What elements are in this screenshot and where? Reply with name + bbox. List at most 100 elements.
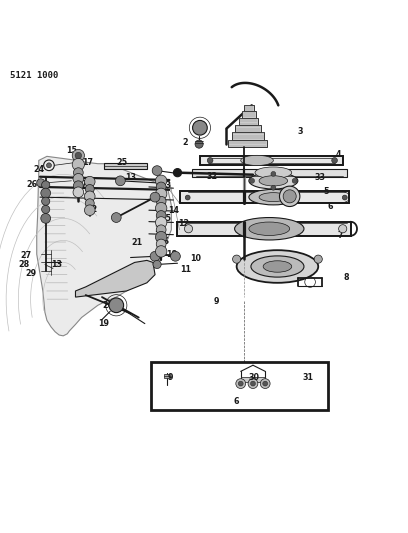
Polygon shape <box>200 156 343 165</box>
Text: 16: 16 <box>159 237 169 246</box>
Circle shape <box>115 176 125 185</box>
Polygon shape <box>177 222 351 236</box>
Text: 24: 24 <box>33 165 44 174</box>
Text: 28: 28 <box>18 260 29 269</box>
Text: 12: 12 <box>178 219 189 228</box>
Circle shape <box>207 158 213 163</box>
Text: 17: 17 <box>82 158 93 167</box>
Circle shape <box>279 186 300 206</box>
Text: 8: 8 <box>344 272 350 281</box>
Bar <box>228 140 267 147</box>
Circle shape <box>41 188 51 198</box>
Ellipse shape <box>241 155 273 166</box>
Circle shape <box>73 181 83 191</box>
Circle shape <box>85 184 94 193</box>
Circle shape <box>73 168 83 177</box>
Circle shape <box>72 149 84 161</box>
Text: 22: 22 <box>86 205 98 214</box>
Text: 14: 14 <box>168 206 179 215</box>
Bar <box>244 105 254 111</box>
Text: 10: 10 <box>191 254 201 263</box>
Text: 21: 21 <box>131 238 142 247</box>
Circle shape <box>173 168 182 177</box>
Text: 23: 23 <box>83 193 95 203</box>
Text: 15: 15 <box>66 146 77 155</box>
Text: 30: 30 <box>248 373 259 382</box>
Bar <box>239 118 258 125</box>
Polygon shape <box>192 168 347 177</box>
Text: 5: 5 <box>324 187 329 196</box>
Bar <box>104 163 147 169</box>
Circle shape <box>156 239 166 249</box>
Circle shape <box>152 166 162 175</box>
Circle shape <box>84 205 95 215</box>
Text: 5121 1000: 5121 1000 <box>10 71 59 80</box>
Circle shape <box>271 185 276 190</box>
Circle shape <box>193 120 207 135</box>
Circle shape <box>292 179 297 183</box>
Circle shape <box>156 225 166 235</box>
Circle shape <box>185 195 190 200</box>
Text: 6: 6 <box>234 398 239 407</box>
Circle shape <box>171 252 180 261</box>
Text: 27: 27 <box>20 251 31 260</box>
Circle shape <box>155 188 167 199</box>
Circle shape <box>195 140 203 148</box>
Text: 3: 3 <box>297 127 303 136</box>
Circle shape <box>85 199 94 208</box>
Text: 13: 13 <box>161 181 171 190</box>
Circle shape <box>314 255 322 263</box>
Circle shape <box>339 225 347 233</box>
Text: 33: 33 <box>315 173 326 182</box>
Circle shape <box>238 381 243 386</box>
Bar <box>232 132 264 140</box>
Ellipse shape <box>249 189 298 205</box>
Circle shape <box>283 190 296 203</box>
Ellipse shape <box>263 261 292 272</box>
Circle shape <box>42 181 50 189</box>
Circle shape <box>250 179 255 183</box>
Text: 17: 17 <box>76 180 87 189</box>
Ellipse shape <box>255 167 292 179</box>
Text: 2: 2 <box>183 138 188 147</box>
Circle shape <box>42 197 50 205</box>
Circle shape <box>84 176 95 187</box>
Circle shape <box>150 192 160 202</box>
Text: 25: 25 <box>117 158 128 167</box>
Circle shape <box>150 252 160 261</box>
Bar <box>235 125 261 132</box>
Polygon shape <box>37 156 171 336</box>
Circle shape <box>251 381 255 386</box>
Ellipse shape <box>251 256 304 277</box>
Circle shape <box>42 205 50 213</box>
Text: 31: 31 <box>303 373 313 382</box>
Circle shape <box>72 158 84 171</box>
Text: 4: 4 <box>336 150 341 159</box>
Circle shape <box>155 246 167 257</box>
Ellipse shape <box>259 192 288 201</box>
Circle shape <box>37 179 45 187</box>
Circle shape <box>84 191 95 201</box>
Circle shape <box>155 231 167 243</box>
Circle shape <box>156 196 166 206</box>
Bar <box>151 362 328 410</box>
Ellipse shape <box>249 173 298 189</box>
Text: 1: 1 <box>199 121 205 130</box>
Text: 9: 9 <box>213 297 219 306</box>
Text: 15: 15 <box>160 214 171 223</box>
Circle shape <box>233 255 241 263</box>
Text: 13: 13 <box>52 260 62 269</box>
Text: 9: 9 <box>168 373 173 382</box>
Ellipse shape <box>235 217 304 240</box>
Text: 19: 19 <box>99 319 109 328</box>
Circle shape <box>41 213 51 223</box>
Ellipse shape <box>259 176 288 186</box>
Circle shape <box>156 211 166 221</box>
Text: 17: 17 <box>155 225 165 235</box>
Circle shape <box>155 203 167 214</box>
Circle shape <box>47 163 51 168</box>
Circle shape <box>111 213 121 222</box>
Text: 18: 18 <box>166 250 177 259</box>
Text: 11: 11 <box>180 265 191 274</box>
Text: 6: 6 <box>328 201 333 211</box>
